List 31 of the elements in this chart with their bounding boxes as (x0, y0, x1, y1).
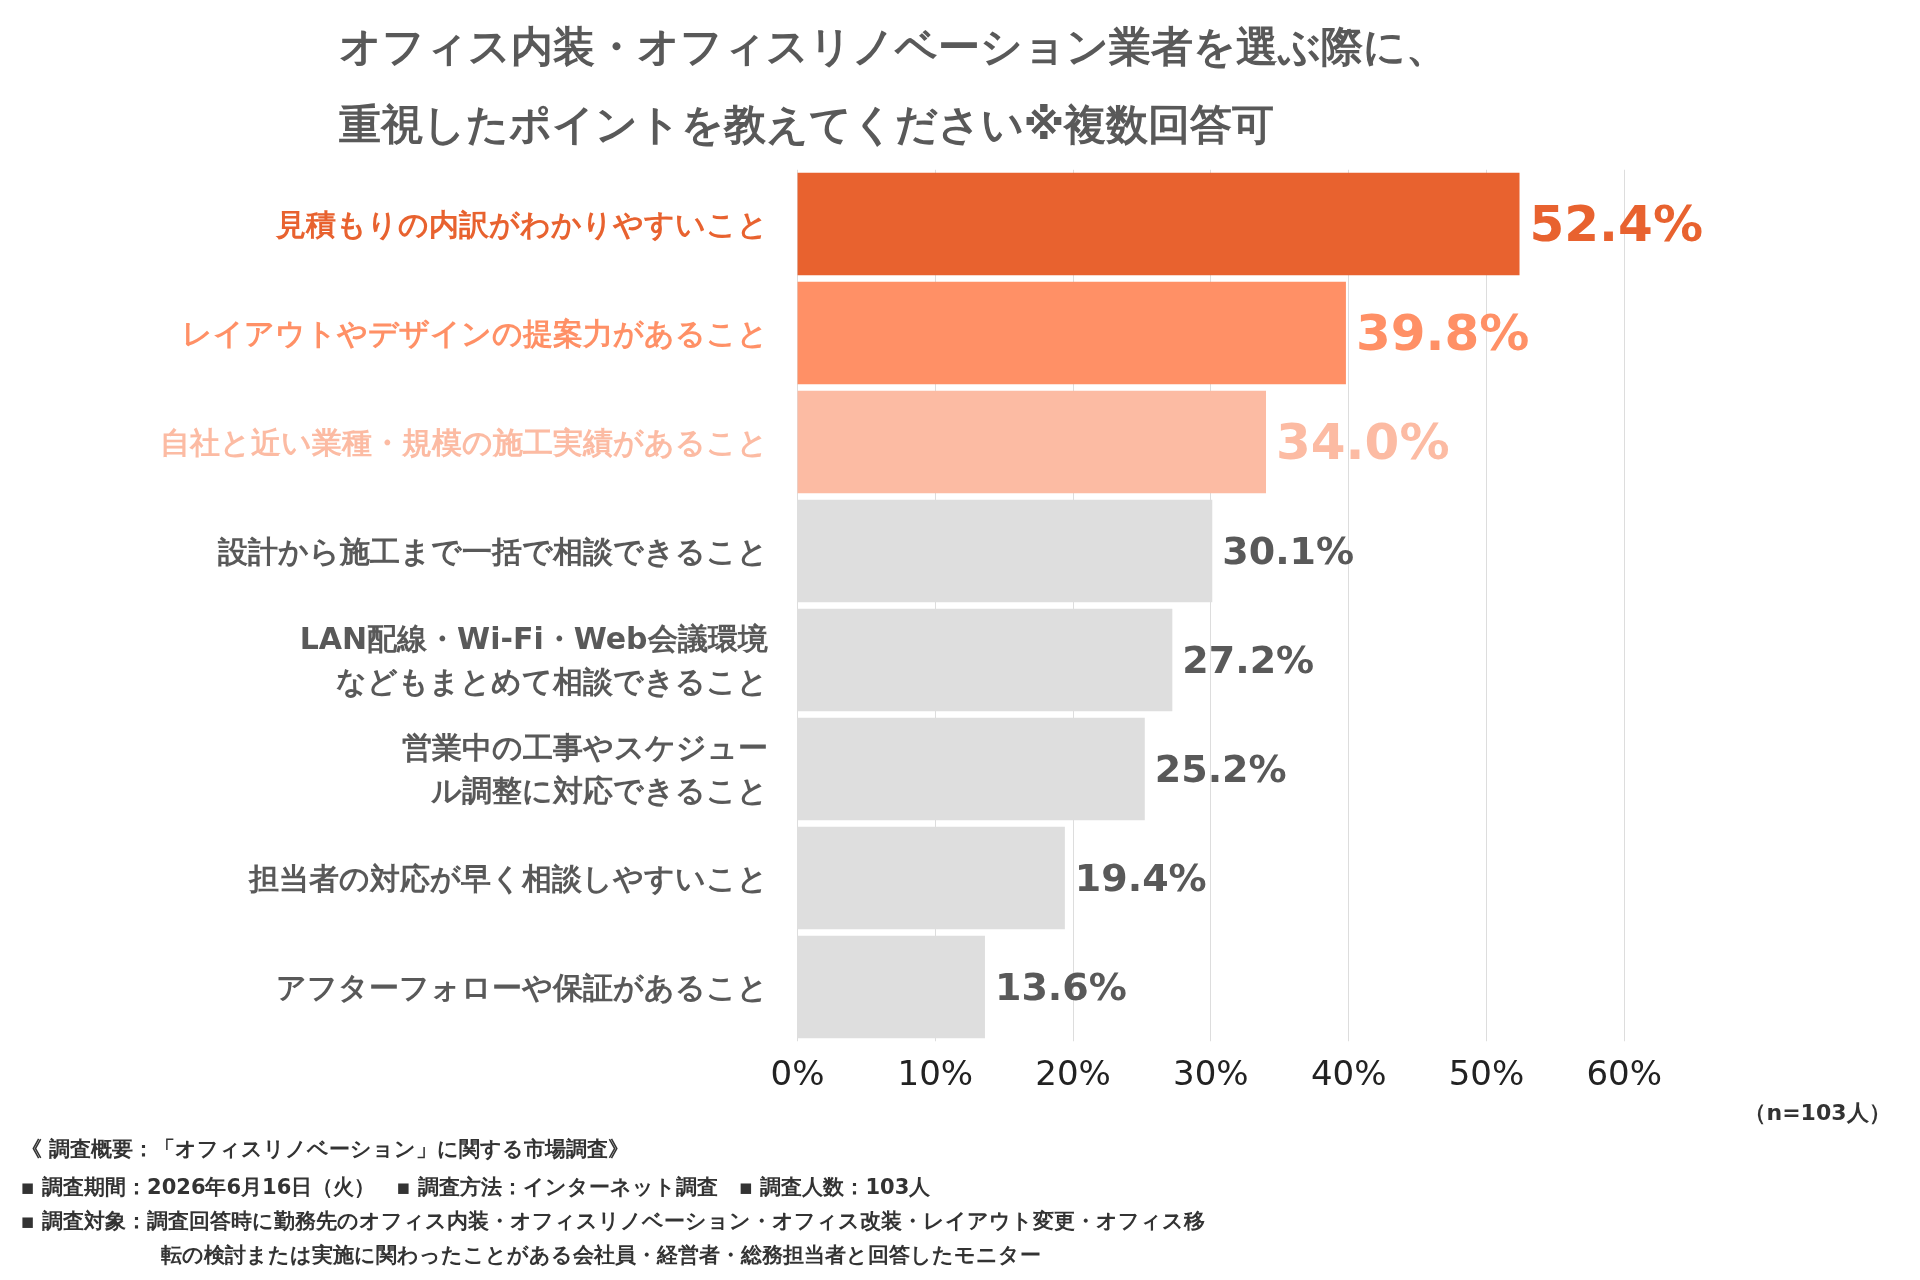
text: 《 調査概要：「オフィスリノベーション」に関する市場調査》 (20, 1136, 629, 1161)
y-tick-label: 営業中の工事やスケジュール調整に対応できること (401, 729, 768, 809)
y-tick-label: 見積もりの内訳がわかりやすいこと (274, 206, 768, 242)
x-tick-label: 50% (1448, 1052, 1525, 1093)
y-tick-label: レイアウトやデザインの提案力があること (181, 315, 768, 351)
x-tick-label: 10% (897, 1052, 974, 1093)
data-label: 39.8% (1355, 304, 1530, 362)
text: ▪ 調査対象：調査回答時に勤務先のオフィス内装・オフィスリノベーション・オフィス改装・レイアウト変更・オフィス移転の検討または実施に関わったことがある会社員・経営者・総務担当者と回答したモニター (20, 1208, 1206, 1267)
x-tick-label: 40% (1310, 1052, 1387, 1093)
y-tick-label: アフターフォローや保証があること (275, 969, 768, 1005)
data-label: 34.0% (1276, 413, 1450, 471)
y-tick-label: LAN配線・Wi-Fi・Web会議環境などもまとめて相談できること (299, 620, 768, 700)
chart-title: オフィス内装・オフィスリノベーション業者を選ぶ際に、重視したポイントを教えてください※複数回答可 (338, 22, 1448, 150)
data-label: 27.2% (1182, 638, 1315, 682)
y-tick-label: 設計から施工まで一括で相談できること (216, 533, 768, 569)
y-tick-label: 担当者の対応が早く相談しやすいこと (247, 860, 768, 896)
text: （n=103人） (1744, 1099, 1891, 1125)
data-label: 30.1% (1222, 529, 1355, 573)
x-tick-label: 20% (1035, 1052, 1111, 1093)
bar (797, 281, 1346, 385)
y-tick-label: 自社と近い業種・規模の施工実績があること (159, 424, 768, 460)
x-tick-label: 0% (770, 1052, 825, 1093)
data-label: 25.2% (1154, 747, 1287, 791)
data-label: 52.4% (1529, 195, 1703, 253)
x-tick-label: 30% (1173, 1052, 1249, 1093)
x-tick-label: 60% (1586, 1052, 1663, 1093)
data-label: 13.6% (994, 965, 1127, 1009)
data-label: 19.4% (1074, 856, 1207, 900)
text: ▪ 調査期間：2026年6月16日（火） ▪ 調査方法：インターネット調査 ▪ 調査人数：103人 (20, 1174, 932, 1199)
bar (797, 390, 1267, 494)
bar (797, 172, 1520, 276)
